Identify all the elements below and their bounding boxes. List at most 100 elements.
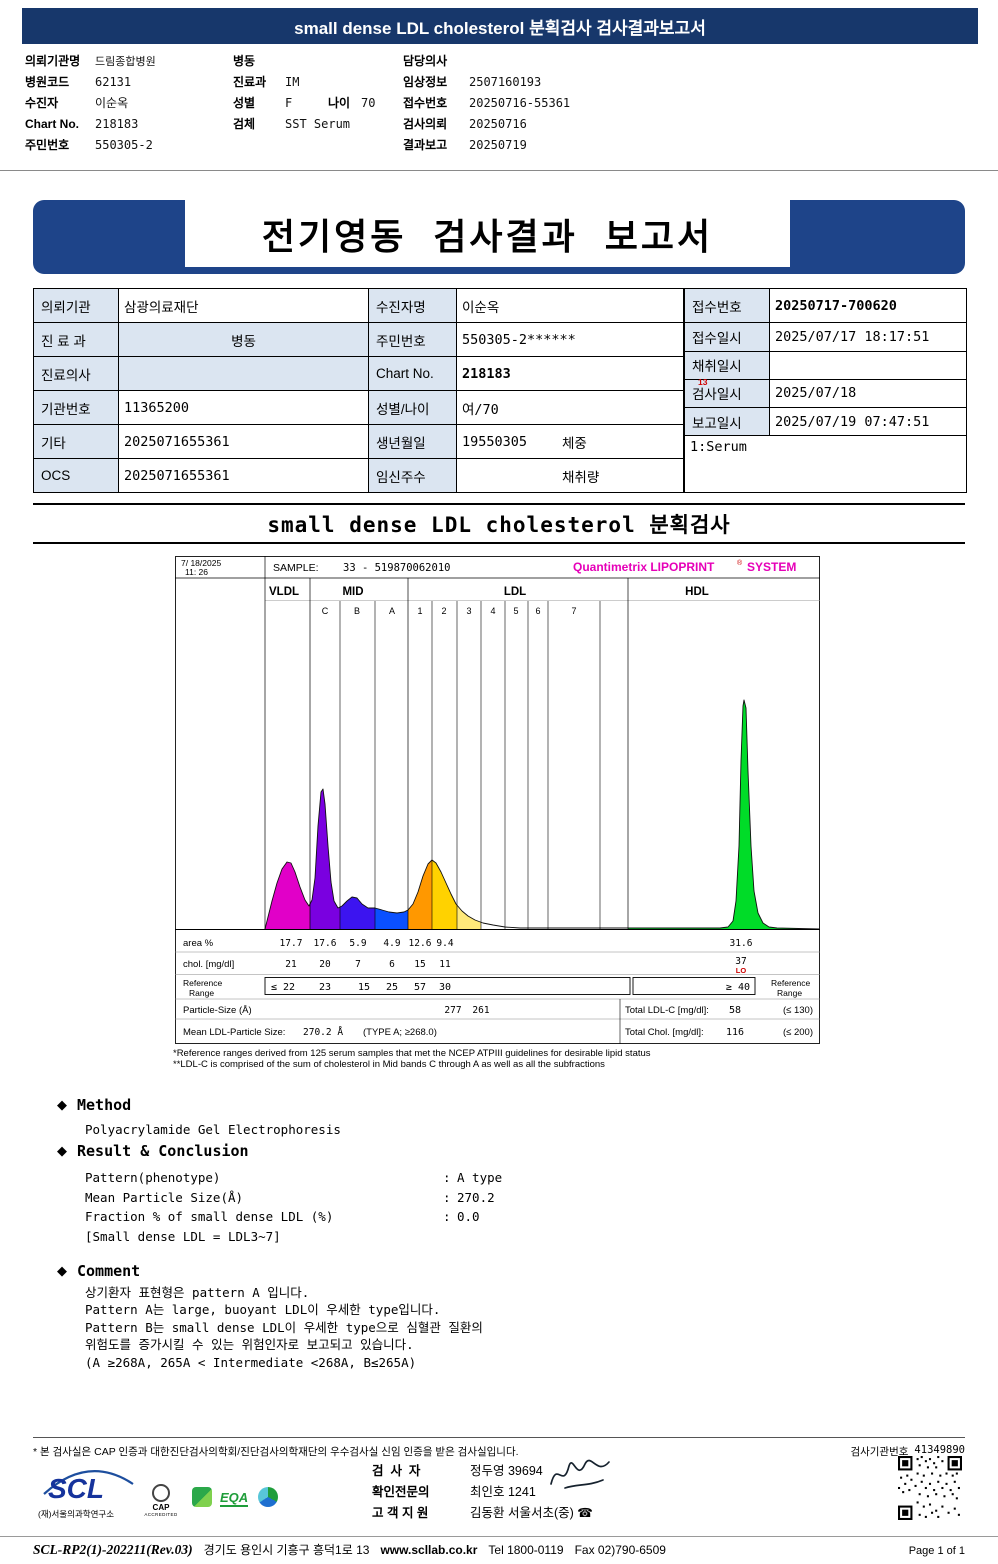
info-label: 채취일시 — [684, 350, 770, 380]
banner: 전기영동 검사결과 보고서 — [33, 200, 965, 274]
lipoprint-chart: 7/ 18/2025 11: 26 SAMPLE: 33 - 519870062… — [175, 556, 821, 1044]
header-label: 병동 — [233, 54, 256, 68]
org-number: 검사기관번호 41349890 — [850, 1444, 965, 1459]
brand-name: Quantimetrix LIPOPRINT — [573, 560, 715, 574]
subband-label: C — [322, 606, 329, 616]
total-chol-value: 116 — [726, 1027, 744, 1038]
info-value: 병동 — [118, 322, 369, 357]
diamond-icon: ◆ — [57, 1263, 67, 1279]
band-label-hdl: HDL — [685, 586, 709, 598]
info-value: 20250717-700620 — [769, 287, 967, 324]
chart-footnote-2: **LDL-C is comprised of the sum of chole… — [173, 1059, 605, 1070]
chol-value: 21 — [285, 959, 297, 970]
scl-logo-icon: SCL — [43, 1470, 134, 1504]
area-value: 17.6 — [314, 938, 337, 949]
header-value: 20250719 — [469, 137, 527, 152]
info-value: 2025071655361 — [118, 458, 369, 493]
qr-code — [898, 1456, 962, 1525]
diamond-icon: ◆ — [57, 1097, 67, 1113]
header-label: 검체 — [233, 117, 256, 131]
info-label: 성별/나이 — [368, 390, 457, 425]
info-value: 2025071655361 — [118, 424, 369, 459]
header-label: 검사의뢰 — [403, 117, 448, 131]
page-number: Page 1 of 1 — [908, 1545, 965, 1557]
cap-accredited-badge: CAP ACCREDITED — [138, 1484, 184, 1517]
info-value: 이순옥 — [456, 288, 684, 323]
subband-label: 4 — [490, 606, 495, 616]
section-title: small dense LDL cholesterol 분획검사 — [267, 513, 731, 537]
comment-heading: ◆ Comment — [57, 1262, 140, 1280]
staff-label: 확인전문의 — [372, 1485, 430, 1499]
header-value: 62131 — [95, 74, 132, 89]
header-value: 이순옥 — [95, 96, 129, 110]
info-value: 2025/07/19 07:47:51 — [769, 407, 967, 437]
info-value: 2025/07/17 18:17:51 — [769, 322, 967, 352]
info-label: 접수번호 — [684, 287, 770, 324]
ref-label-right-1: Reference — [771, 978, 810, 988]
ref-label-left-1: Reference — [183, 978, 222, 988]
chol-value: 11 — [439, 959, 451, 970]
mean-size-value: 270.2 Å — [303, 1026, 343, 1038]
subband-label: B — [354, 606, 360, 616]
header-label: 접수번호 — [403, 96, 448, 110]
comment-line: (A ≥268A, 265A < Intermediate <268A, B≤2… — [85, 1354, 417, 1370]
chart-border — [175, 556, 820, 1044]
result-label: Mean Particle Size(Å) — [85, 1189, 244, 1205]
eqa-logo: EQA — [220, 1490, 249, 1507]
subband-label: 1 — [417, 606, 422, 616]
brand-suffix: SYSTEM — [747, 560, 796, 574]
report-title-bar: small dense LDL cholesterol 분획검사 검사결과보고서 — [22, 8, 978, 44]
area-value: 9.4 — [436, 938, 453, 949]
comment-body: 상기환자 표현형은 pattern A 입니다. Pattern A는 larg… — [85, 1284, 483, 1371]
info-label: 수진자명 — [368, 288, 457, 323]
serum-note: 1:Serum — [684, 435, 967, 493]
info-label: 기관번호 — [33, 390, 119, 425]
info-label: Chart No. — [368, 356, 457, 391]
chart-time: 11: 26 — [185, 567, 208, 577]
ref-value: 25 — [386, 982, 398, 993]
chol-value-hdl: 37 — [735, 956, 746, 967]
scl-logo: SCL — [40, 1462, 136, 1511]
info-label: 진료의사 — [33, 356, 119, 391]
header-label: 병원코드 — [25, 75, 70, 89]
tel: Tel 1800-0119 — [488, 1543, 564, 1557]
total-chol-label: Total Chol. [mg/dl]: — [625, 1027, 704, 1038]
doc-code: SCL-RP2(1)-202211(Rev.03) — [33, 1542, 193, 1557]
result-separator: : — [443, 1189, 451, 1205]
header-value: 드림종합병원 — [95, 54, 156, 68]
mean-size-note: (TYPE A; ≥268.0) — [363, 1027, 437, 1038]
low-flag: LO — [736, 966, 747, 975]
info-label: OCS — [33, 458, 119, 493]
sample-amount-label: 채취량 — [562, 469, 600, 485]
ref-value: ≤ 22 — [271, 982, 295, 993]
area-value: 17.7 — [280, 938, 303, 949]
red-mark-13: 13 — [698, 377, 708, 387]
header-value: 218183 — [95, 116, 139, 131]
receipt-info-table: 접수번호 20250717-700620 접수일시 2025/07/17 18:… — [684, 287, 967, 493]
particle-value: 261 — [472, 1005, 489, 1016]
area-value: 5.9 — [349, 938, 366, 949]
info-label: 기타 — [33, 424, 119, 459]
sample-label: SAMPLE: — [273, 562, 319, 574]
header-label: 담당의사 — [403, 54, 448, 68]
info-value: 550305-2****** — [456, 322, 684, 357]
result-value: 0.0 — [457, 1209, 480, 1225]
staff-value: 최인호 1241 — [470, 1485, 536, 1499]
staff-block: 검 사 자 정두영 39694 확인전문의 최인호 1241 고 객 지 원 김… — [372, 1459, 593, 1522]
scl-subtitle: (재)서울의과학연구소 — [38, 1509, 115, 1519]
header-label: Chart No. — [25, 116, 79, 131]
area-row-label: area % — [183, 938, 214, 949]
header-value: 20250716-55361 — [469, 95, 571, 110]
info-label: 보고일시 — [684, 407, 770, 437]
result-value: 270.2 — [457, 1189, 495, 1205]
signature-mark — [545, 1450, 617, 1501]
footer-bottom-bar: SCL-RP2(1)-202211(Rev.03) 경기도 용인시 기흥구 흥덕… — [33, 1541, 965, 1558]
info-value — [118, 356, 369, 391]
header-divider — [0, 170, 998, 171]
header-col-2: 병동 진료과 IM 성별 F 나이 70 검체 SST Serum — [233, 50, 375, 134]
staff-label: 고 객 지 원 — [372, 1506, 429, 1520]
ref-value-hdl: ≥ 40 — [726, 982, 750, 993]
info-value: 11365200 — [118, 390, 369, 425]
subband-label: 3 — [466, 606, 471, 616]
registered-mark-icon: ® — [737, 559, 743, 567]
